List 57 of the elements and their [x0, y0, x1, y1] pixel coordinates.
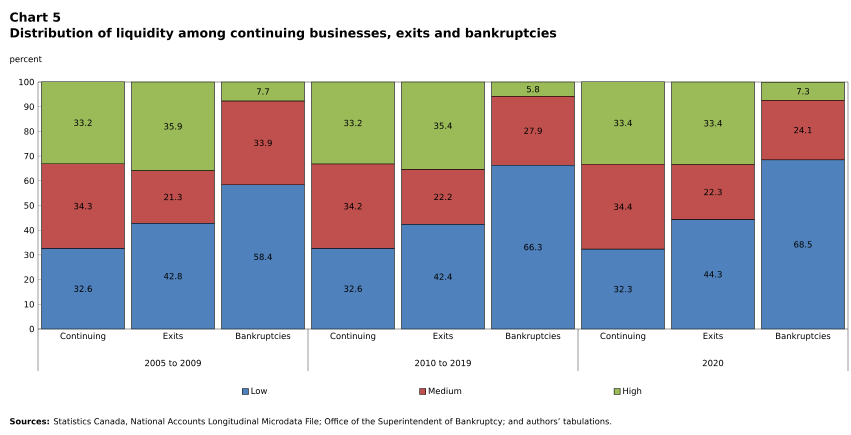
- x-tick-label: Bankruptcies: [236, 332, 290, 341]
- data-label: 33.4: [614, 120, 632, 126]
- data-label: 34.2: [344, 203, 362, 210]
- text: 2020: [702, 360, 724, 366]
- chart-subtitle: Distribution of liquidity among continuing businesses, exits and bankruptcies: [10, 28, 556, 40]
- data-label: 33.4: [704, 120, 722, 126]
- data-label: 33.2: [74, 120, 92, 126]
- data-label: 34.3: [74, 202, 92, 210]
- y-tick-label: 60: [24, 178, 34, 184]
- data-label: 58.4: [254, 254, 272, 260]
- x-tick-label: Exits: [704, 332, 723, 340]
- data-label: 35.9: [164, 123, 182, 130]
- x-tick-label: Bankruptcies: [506, 332, 560, 341]
- data-label: 44.3: [704, 271, 722, 278]
- x-tick-label: Bankruptcies: [776, 332, 830, 341]
- data-label: 22.2: [434, 194, 452, 200]
- y-tick-label: 30: [24, 252, 34, 258]
- x-tick-label: Continuing: [600, 332, 646, 341]
- data-label: 33.9: [254, 140, 272, 146]
- x-tick-label: Exits: [164, 332, 183, 340]
- data-label: 35.4: [434, 122, 452, 129]
- y-tick-label: 20: [24, 276, 34, 283]
- y-tick-label: 70: [24, 152, 34, 160]
- data-label: 33.2: [344, 120, 362, 126]
- y-axis-title: percent: [10, 56, 42, 64]
- y-tick-label: 0: [30, 326, 34, 332]
- legend-label: Low: [252, 388, 268, 394]
- data-label: 22.3: [704, 188, 722, 196]
- legend-label: Medium: [428, 388, 462, 394]
- data-label: 7.3: [796, 88, 810, 94]
- y-tick-label: 100: [19, 78, 34, 86]
- data-label: 32.3: [614, 286, 632, 292]
- text: 2005 to 2009: [145, 360, 201, 366]
- x-tick-label: Exits: [434, 332, 453, 340]
- y-tick-label: 50: [24, 202, 34, 209]
- data-label: 32.6: [74, 286, 92, 292]
- data-label: 5.8: [526, 86, 540, 92]
- data-label: 66.3: [524, 244, 542, 250]
- y-tick-label: 10: [24, 301, 34, 308]
- data-label: 24.1: [794, 126, 812, 134]
- x-tick-label: Continuing: [60, 332, 106, 341]
- text: Sources: Statistics Canada, National Accounts Longitudinal Microdata File; Office of the Superintendent of Bankruptcy; and authors’ tabulations.: [10, 418, 612, 426]
- chart-title: Chart 5: [10, 12, 60, 22]
- data-label: 27.9: [524, 128, 542, 134]
- y-tick-label: 90: [24, 104, 34, 110]
- y-tick-label: 80: [24, 128, 34, 135]
- x-tick-label: Continuing: [330, 332, 376, 341]
- y-tick-label: 40: [24, 227, 34, 234]
- legend-label: High: [623, 388, 642, 396]
- data-label: 7.7: [256, 88, 270, 95]
- data-label: 34.4: [614, 204, 632, 210]
- data-label: 42.8: [164, 272, 182, 280]
- data-label: 42.4: [434, 274, 452, 280]
- data-label: 68.5: [794, 241, 812, 248]
- data-label: 32.6: [344, 286, 362, 292]
- data-label: 21.3: [164, 194, 182, 200]
- text: 2010 to 2019: [415, 360, 471, 366]
